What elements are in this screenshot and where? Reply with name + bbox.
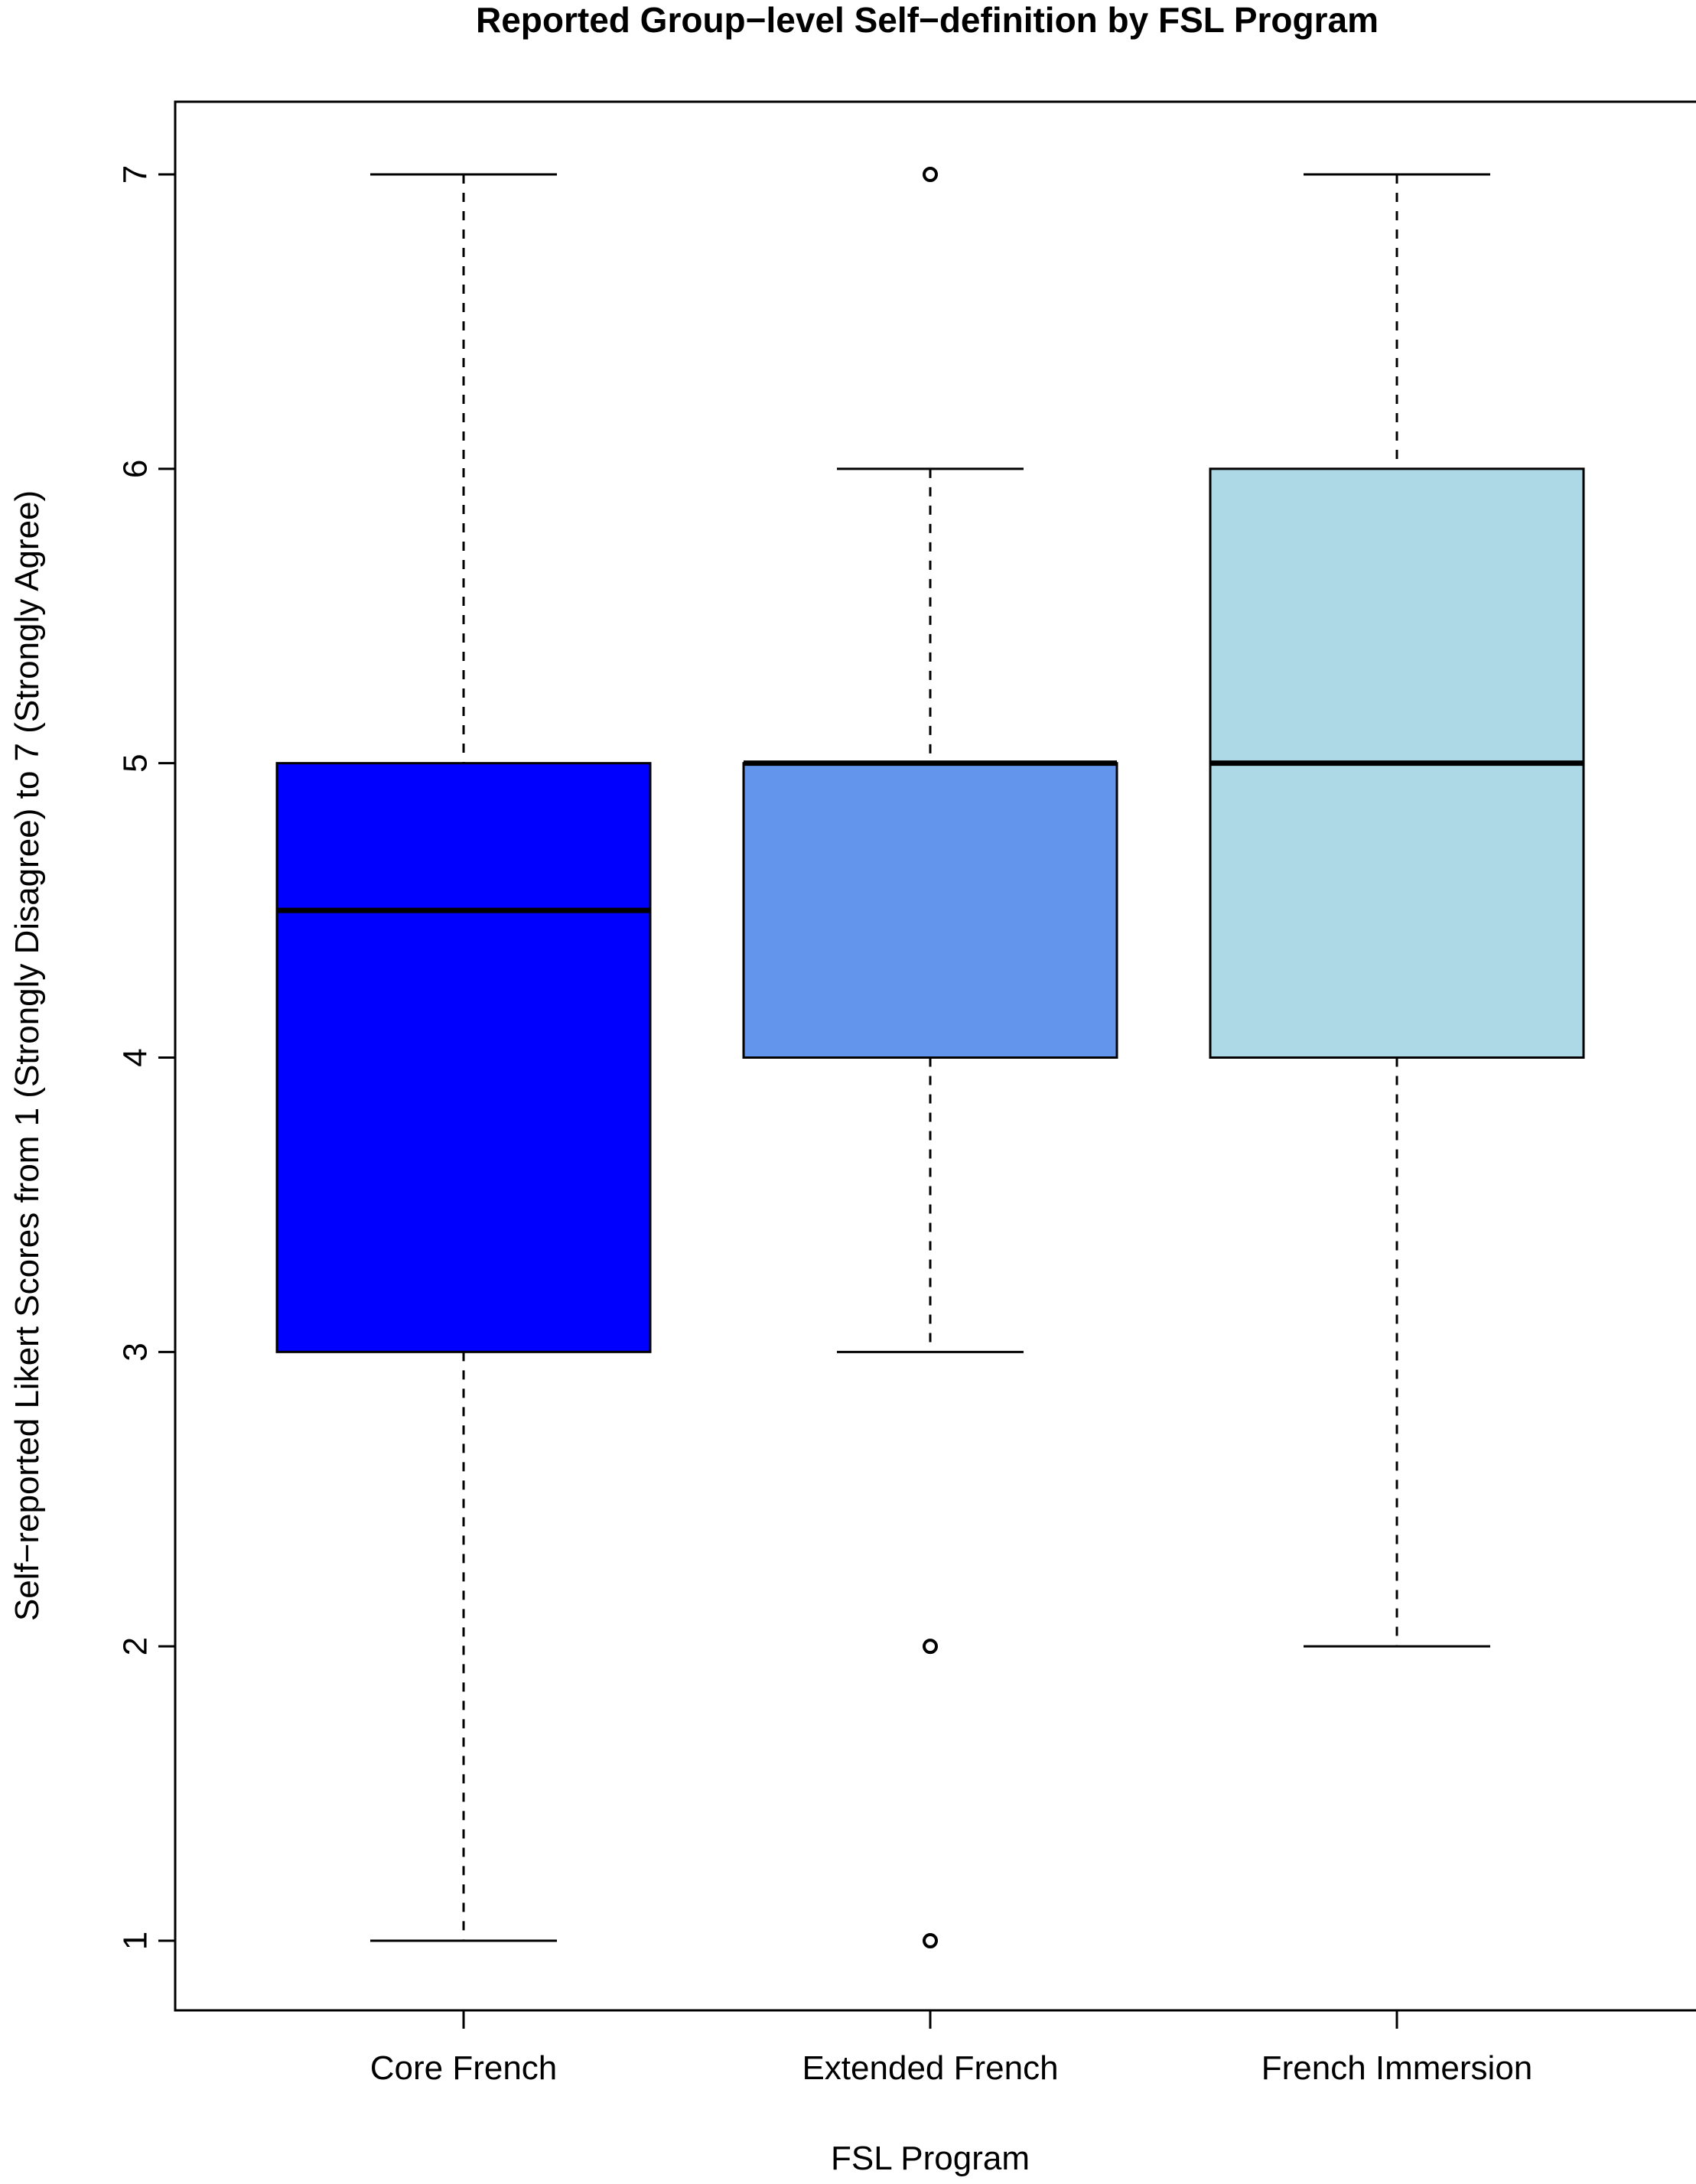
x-tick-label: Core French <box>370 2049 558 2087</box>
box-group <box>275 173 652 1942</box>
x-axis: Core French Extended French French Immersi… <box>370 2009 1533 2087</box>
outlier-point <box>923 1933 938 1948</box>
boxes-layer <box>275 167 1585 1948</box>
y-axis-label: Self−reported Likert Scores from 1 (Stro… <box>8 490 46 1621</box>
y-axis: 1 2 3 4 5 6 7 <box>117 165 177 1950</box>
y-tick-label: 1 <box>117 1932 155 1950</box>
x-tick-label: Extended French <box>802 2049 1058 2087</box>
y-tick-label: 6 <box>117 460 155 478</box>
outlier-point <box>923 1639 938 1655</box>
y-tick-label: 5 <box>117 753 155 772</box>
y-tick-label: 2 <box>117 1637 155 1655</box>
box-group <box>742 167 1118 1948</box>
iqr-box <box>742 762 1118 1059</box>
y-tick-label: 4 <box>117 1048 155 1066</box>
outlier-point <box>923 167 938 182</box>
iqr-box <box>275 762 652 1353</box>
y-tick-label: 3 <box>117 1343 155 1361</box>
x-axis-label: FSL Program <box>831 2140 1030 2177</box>
y-tick-label: 7 <box>117 165 155 184</box>
chart-title: Reported Group−level Self−definition by … <box>476 0 1379 40</box>
x-tick-label: French Immersion <box>1261 2049 1533 2087</box>
box-group <box>1209 173 1585 1648</box>
